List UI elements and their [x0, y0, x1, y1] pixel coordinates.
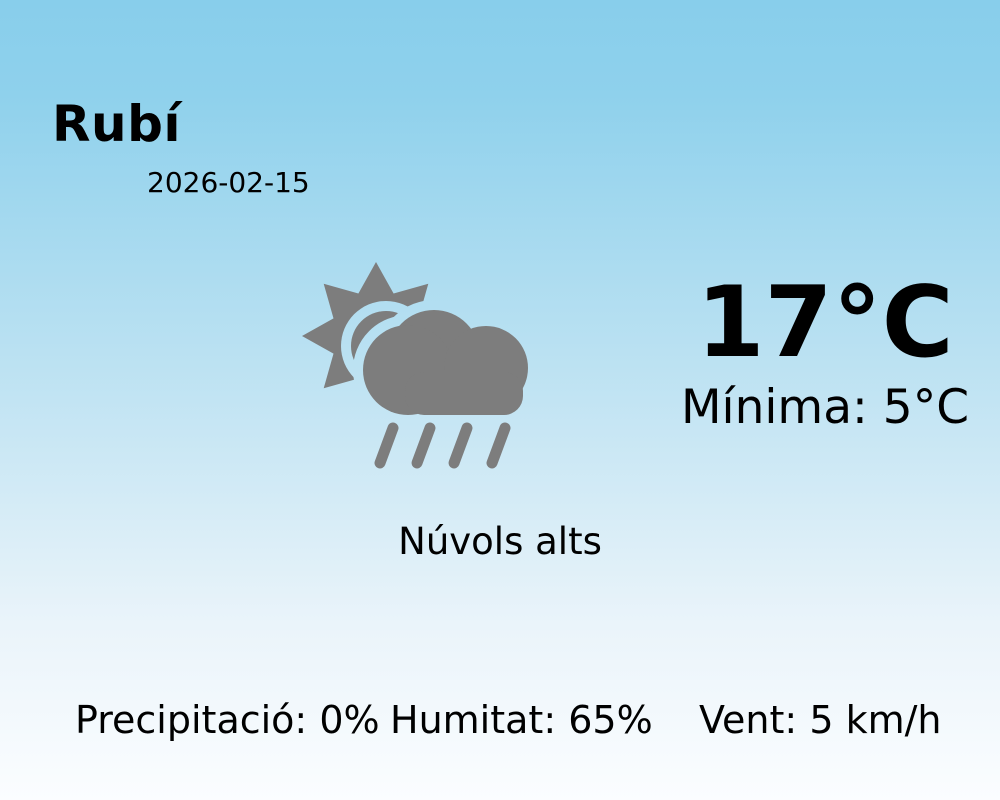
- current-temperature: 17°C: [696, 266, 954, 380]
- location-title: Rubí: [52, 95, 182, 153]
- humidity-detail: Humitat: 65%: [390, 701, 653, 739]
- date-label: 2026-02-15: [147, 166, 310, 199]
- condition-text: Núvols alts: [398, 520, 602, 563]
- humidity-label: Humitat:: [390, 698, 557, 742]
- precipitation-label: Precipitació:: [75, 698, 308, 742]
- rain-icon: [374, 422, 511, 469]
- temperature-block: 17°C Mínima: 5°C: [625, 274, 1000, 431]
- humidity-value: 65%: [568, 698, 653, 742]
- precipitation-detail: Precipitació: 0%: [75, 701, 380, 739]
- weather-condition-icon: [300, 258, 540, 478]
- minimum-value: 5°C: [882, 380, 970, 435]
- wind-label: Vent:: [699, 698, 798, 742]
- wind-detail: Vent: 5 km/h: [699, 701, 941, 739]
- precipitation-value: 0%: [319, 698, 380, 742]
- wind-value: 5 km/h: [809, 698, 942, 742]
- minimum-temperature: Mínima: 5°C: [625, 384, 1000, 431]
- minimum-label: Mínima:: [680, 380, 868, 435]
- cloud-icon: [363, 310, 528, 415]
